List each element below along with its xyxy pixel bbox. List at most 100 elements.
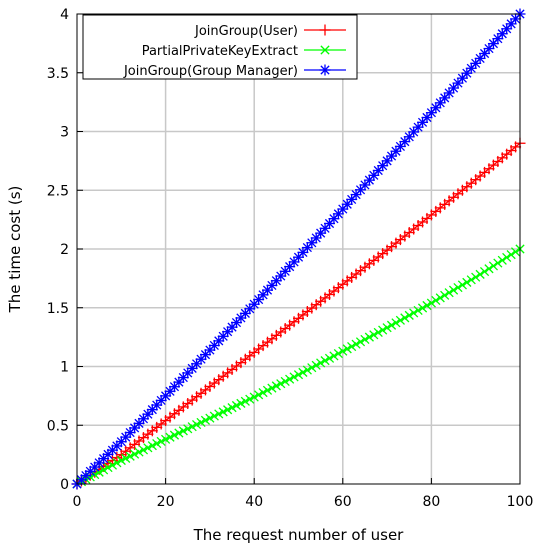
point-marker-partial-private-key-extract xyxy=(121,453,131,463)
point-marker-partial-private-key-extract xyxy=(236,398,246,408)
point-marker-partial-private-key-extract xyxy=(293,370,304,380)
y-tick-label: 1 xyxy=(60,360,69,376)
point-marker-partial-private-key-extract xyxy=(324,353,335,363)
point-marker-joingroup-group-manager xyxy=(257,289,269,301)
point-marker-partial-private-key-extract xyxy=(457,280,467,290)
point-marker-partial-private-key-extract xyxy=(169,430,180,440)
point-marker-partial-private-key-extract xyxy=(174,428,184,438)
point-marker-partial-private-key-extract xyxy=(156,436,166,447)
point-marker-partial-private-key-extract xyxy=(378,325,388,335)
point-marker-partial-private-key-extract xyxy=(205,413,215,423)
point-marker-partial-private-key-extract xyxy=(223,405,233,415)
point-marker-partial-private-key-extract xyxy=(316,358,326,368)
point-marker-partial-private-key-extract xyxy=(147,441,157,451)
point-marker-partial-private-key-extract xyxy=(209,411,219,421)
point-marker-partial-private-key-extract xyxy=(192,419,202,430)
point-marker-partial-private-key-extract xyxy=(280,376,290,387)
point-marker-partial-private-key-extract xyxy=(276,379,286,389)
point-marker-partial-private-key-extract xyxy=(475,269,485,279)
point-marker-partial-private-key-extract xyxy=(103,462,113,473)
point-marker-partial-private-key-extract xyxy=(409,308,419,318)
point-marker-partial-private-key-extract xyxy=(382,323,392,333)
point-marker-joingroup-group-manager xyxy=(439,92,451,104)
legend-label-partial-private-key-extract: PartialPrivateKeyExtract xyxy=(142,44,298,59)
x-tick-label: 0 xyxy=(73,494,82,510)
point-marker-partial-private-key-extract xyxy=(364,332,374,342)
y-axis-label: The time cost (s) xyxy=(6,186,24,314)
point-marker-joingroup-user xyxy=(106,455,118,466)
point-marker-partial-private-key-extract xyxy=(453,282,463,293)
point-marker-joingroup-group-manager xyxy=(253,294,265,306)
point-marker-partial-private-key-extract xyxy=(227,403,237,413)
point-marker-partial-private-key-extract xyxy=(426,298,436,308)
point-marker-partial-private-key-extract xyxy=(417,303,428,313)
y-tick-label: 2.5 xyxy=(47,183,69,199)
point-marker-partial-private-key-extract xyxy=(200,415,211,425)
y-tick-label: 3.5 xyxy=(47,66,69,82)
point-marker-partial-private-key-extract xyxy=(400,313,410,323)
legend: JoinGroup(User) PartialPrivateKeyExtract… xyxy=(82,14,358,80)
point-marker-joingroup-group-manager xyxy=(434,97,446,109)
point-marker-partial-private-key-extract xyxy=(431,295,441,306)
point-marker-partial-private-key-extract xyxy=(285,374,295,384)
point-marker-partial-private-key-extract xyxy=(138,445,149,455)
y-tick-label: 0 xyxy=(60,477,69,493)
point-marker-partial-private-key-extract xyxy=(413,305,423,316)
point-marker-partial-private-key-extract xyxy=(183,424,193,434)
legend-swatch-marker xyxy=(320,45,330,55)
point-marker-partial-private-key-extract xyxy=(161,434,171,444)
point-marker-partial-private-key-extract xyxy=(493,258,503,268)
point-marker-partial-private-key-extract xyxy=(187,422,197,432)
point-marker-partial-private-key-extract xyxy=(502,252,512,263)
point-marker-partial-private-key-extract xyxy=(107,460,118,470)
legend-swatch-marker xyxy=(319,24,331,36)
point-marker-partial-private-key-extract xyxy=(395,315,405,325)
point-marker-partial-private-key-extract xyxy=(178,426,188,436)
y-tick-label: 4 xyxy=(60,7,69,23)
point-marker-partial-private-key-extract xyxy=(342,344,352,354)
point-marker-partial-private-key-extract xyxy=(271,381,281,391)
legend-label-joingroup-user: JoinGroup(User) xyxy=(194,24,298,39)
point-marker-partial-private-key-extract xyxy=(143,443,153,453)
point-marker-partial-private-key-extract xyxy=(386,320,397,330)
point-marker-partial-private-key-extract xyxy=(245,394,255,404)
point-marker-partial-private-key-extract xyxy=(435,293,445,303)
tick-layer: 0 20 40 60 80 100 0 0.5 1 1.5 2 2.5 3 3.5 4 xyxy=(47,7,534,510)
point-marker-partial-private-key-extract xyxy=(320,356,330,366)
y-tick-label: 3 xyxy=(60,125,69,141)
point-marker-partial-private-key-extract xyxy=(444,288,454,298)
point-marker-joingroup-group-manager xyxy=(293,251,304,263)
legend-swatch-marker xyxy=(319,64,331,76)
point-marker-partial-private-key-extract xyxy=(479,266,490,277)
point-marker-partial-private-key-extract xyxy=(196,417,206,428)
point-marker-joingroup-group-manager xyxy=(456,72,468,84)
point-marker-partial-private-key-extract xyxy=(254,390,264,400)
point-marker-partial-private-key-extract xyxy=(440,290,450,300)
series-layer xyxy=(71,8,526,490)
point-marker-partial-private-key-extract xyxy=(329,351,339,361)
y-tick-label: 2 xyxy=(60,242,69,258)
point-marker-partial-private-key-extract xyxy=(311,360,321,370)
point-marker-partial-private-key-extract xyxy=(391,318,401,328)
x-tick-label: 40 xyxy=(245,494,263,510)
point-marker-partial-private-key-extract xyxy=(258,388,268,398)
point-marker-partial-private-key-extract xyxy=(267,383,277,393)
y-tick-label: 1.5 xyxy=(47,301,69,317)
point-marker-partial-private-key-extract xyxy=(422,300,432,311)
point-marker-partial-private-key-extract xyxy=(360,334,370,345)
legend-box xyxy=(82,14,358,80)
point-marker-partial-private-key-extract xyxy=(262,385,273,395)
point-marker-partial-private-key-extract xyxy=(347,341,357,352)
point-marker-partial-private-key-extract xyxy=(98,465,109,475)
point-marker-joingroup-group-manager xyxy=(288,256,300,268)
x-tick-label: 80 xyxy=(422,494,440,510)
point-marker-partial-private-key-extract xyxy=(298,367,308,377)
legend-label-joingroup-group-manager: JoinGroup(Group Manager) xyxy=(123,64,298,79)
point-marker-partial-private-key-extract xyxy=(112,458,122,468)
point-marker-partial-private-key-extract xyxy=(152,438,162,449)
point-marker-partial-private-key-extract xyxy=(231,400,242,411)
point-marker-partial-private-key-extract xyxy=(240,396,250,406)
point-marker-partial-private-key-extract xyxy=(355,337,366,347)
point-marker-partial-private-key-extract xyxy=(333,348,343,359)
